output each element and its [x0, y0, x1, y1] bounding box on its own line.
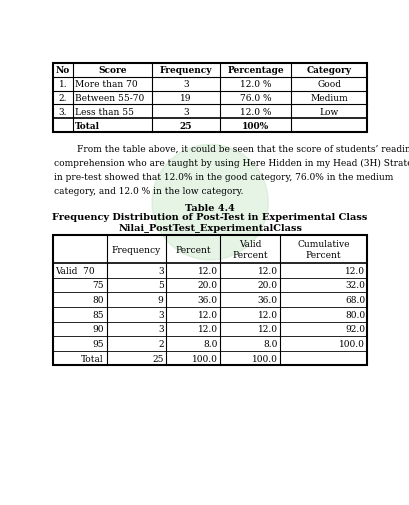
Text: 95: 95: [92, 339, 104, 348]
Text: 3: 3: [183, 80, 189, 89]
Text: 85: 85: [92, 310, 104, 319]
Text: 12.0 %: 12.0 %: [240, 80, 271, 89]
Text: category, and 12.0 % in the low category.: category, and 12.0 % in the low category…: [54, 187, 243, 195]
Text: Less than 55: Less than 55: [75, 108, 134, 117]
Text: Score: Score: [98, 66, 126, 75]
Text: No: No: [56, 66, 70, 75]
Text: 12.0: 12.0: [198, 310, 217, 319]
Circle shape: [152, 145, 267, 261]
Text: 9: 9: [157, 295, 163, 305]
Bar: [53, 236, 366, 366]
Text: comprehension who are taught by using Here Hidden in my Head (3H) Strategy: comprehension who are taught by using He…: [54, 159, 409, 168]
Text: Frequency: Frequency: [112, 245, 161, 254]
Text: 36.0: 36.0: [257, 295, 277, 305]
Text: Total: Total: [75, 121, 100, 130]
Text: 100%: 100%: [242, 121, 269, 130]
Text: 25: 25: [180, 121, 192, 130]
Text: Valid  70: Valid 70: [55, 266, 94, 275]
Text: 75: 75: [92, 281, 104, 290]
Text: 12.0 %: 12.0 %: [240, 108, 271, 117]
Text: 76.0 %: 76.0 %: [239, 94, 271, 103]
Text: 80.0: 80.0: [344, 310, 364, 319]
Text: 8.0: 8.0: [203, 339, 217, 348]
Text: 25: 25: [152, 354, 163, 363]
Text: 36.0: 36.0: [198, 295, 217, 305]
Text: Table 4.4: Table 4.4: [185, 204, 234, 213]
Text: Category: Category: [306, 66, 351, 75]
Text: 12.0: 12.0: [198, 325, 217, 334]
Text: 12.0: 12.0: [257, 266, 277, 275]
Text: 12.0: 12.0: [344, 266, 364, 275]
Text: From the table above, it could be seen that the score of students’ reading: From the table above, it could be seen t…: [54, 145, 409, 154]
Text: 3: 3: [157, 310, 163, 319]
Bar: [53, 64, 366, 133]
Text: 3.: 3.: [58, 108, 67, 117]
Text: 8.0: 8.0: [263, 339, 277, 348]
Text: 12.0: 12.0: [198, 266, 217, 275]
Text: More than 70: More than 70: [75, 80, 137, 89]
Text: in pre-test showed that 12.0% in the good category, 76.0% in the medium: in pre-test showed that 12.0% in the goo…: [54, 173, 393, 182]
Text: Good: Good: [317, 80, 341, 89]
Text: 100.0: 100.0: [338, 339, 364, 348]
Text: 100.0: 100.0: [191, 354, 217, 363]
Text: 3: 3: [157, 325, 163, 334]
Text: 3: 3: [157, 266, 163, 275]
Text: Valid
Percent: Valid Percent: [231, 240, 267, 260]
Text: Low: Low: [319, 108, 338, 117]
Text: 2: 2: [157, 339, 163, 348]
Text: 19: 19: [180, 94, 191, 103]
Text: Cumulative
Percent: Cumulative Percent: [297, 240, 349, 260]
Text: 2.: 2.: [58, 94, 67, 103]
Text: 92.0: 92.0: [344, 325, 364, 334]
Text: 12.0: 12.0: [257, 310, 277, 319]
Text: 20.0: 20.0: [198, 281, 217, 290]
Text: 12.0: 12.0: [257, 325, 277, 334]
Text: Percentage: Percentage: [227, 66, 283, 75]
Text: 1.: 1.: [58, 80, 67, 89]
Text: 32.0: 32.0: [344, 281, 364, 290]
Text: 3: 3: [183, 108, 189, 117]
Text: Nilai_PostTest_ExperimentalClass: Nilai_PostTest_ExperimentalClass: [118, 224, 301, 232]
Text: 68.0: 68.0: [344, 295, 364, 305]
Text: 80: 80: [92, 295, 104, 305]
Text: Between 55-70: Between 55-70: [75, 94, 144, 103]
Text: Frequency Distribution of Post-Test in Experimental Class: Frequency Distribution of Post-Test in E…: [52, 213, 367, 222]
Text: Frequency: Frequency: [160, 66, 212, 75]
Text: Medium: Medium: [310, 94, 348, 103]
Text: 5: 5: [157, 281, 163, 290]
Text: 90: 90: [92, 325, 104, 334]
Text: 20.0: 20.0: [257, 281, 277, 290]
Text: Total: Total: [81, 354, 104, 363]
Text: 100.0: 100.0: [251, 354, 277, 363]
Text: Percent: Percent: [175, 245, 210, 254]
